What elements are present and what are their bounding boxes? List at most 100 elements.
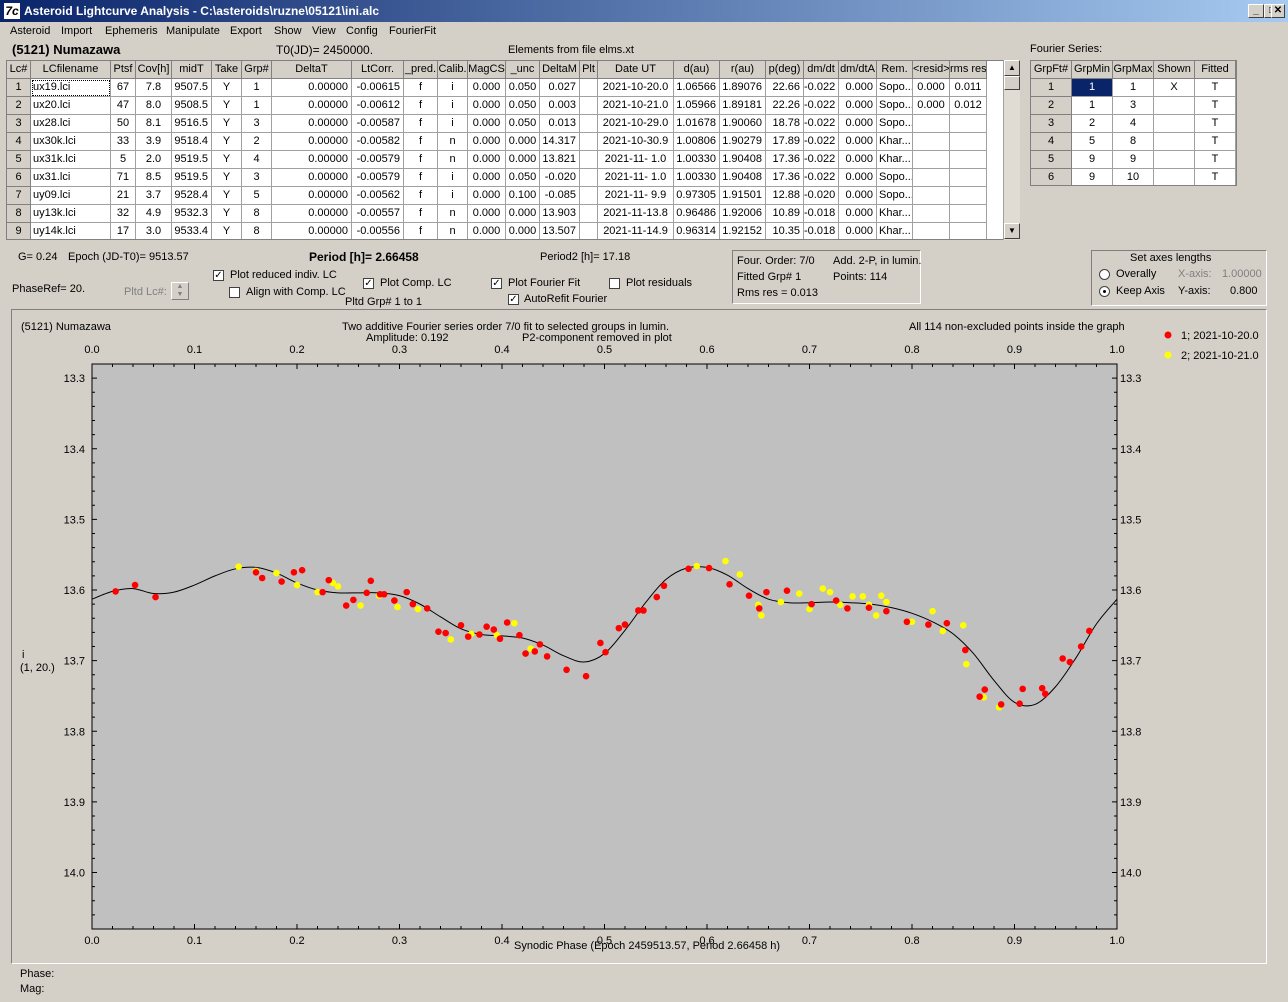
plot-residuals-checkbox[interactable] — [609, 278, 620, 289]
lc-table-cell[interactable]: 0.000 — [506, 205, 540, 223]
lc-table-cell[interactable]: f — [404, 133, 438, 151]
lc-table-cell[interactable]: -0.00582 — [352, 133, 404, 151]
lc-table-cell[interactable]: -0.00612 — [352, 97, 404, 115]
lc-col-header[interactable]: Ptsf — [111, 61, 136, 79]
lc-table-cell[interactable]: ux31k.lci — [31, 151, 111, 169]
fourier-col-header[interactable]: Shown — [1154, 61, 1195, 79]
lc-table-cell[interactable]: 2021-11-14.9 — [598, 223, 674, 239]
lc-row-header[interactable]: 8 — [7, 205, 31, 223]
lightcurve-plot[interactable]: 0.0 0.0 0.1 0.1 0.2 0.2 0.3 0.3 0.4 0.4 0.5 0.5 0.6 0… — [12, 310, 1266, 963]
lc-col-header[interactable]: dm/dt — [804, 61, 839, 79]
lc-table-cell[interactable]: 17 — [111, 223, 136, 239]
lc-table-cell[interactable]: Sopo... — [877, 169, 913, 187]
fourier-table-cell[interactable] — [1154, 97, 1195, 115]
lightcurve-table[interactable]: Lc# LCfilename Ptsf Cov[h] midT Take Grp# Delta… — [6, 60, 1020, 240]
lc-col-header[interactable]: DeltaT — [272, 61, 352, 79]
lc-table-scrollbar[interactable]: ▲ ▼ — [1003, 60, 1020, 240]
lc-table-cell[interactable]: i — [438, 115, 468, 133]
lc-table-cell[interactable]: 2 — [242, 133, 272, 151]
lc-col-header[interactable]: Cov[h] — [136, 61, 172, 79]
lc-table-cell[interactable]: 0.00000 — [272, 115, 352, 133]
lc-col-header[interactable]: midT — [172, 61, 212, 79]
lc-table-cell[interactable]: 0.000 — [839, 79, 877, 97]
lc-table-cell[interactable]: Y — [212, 169, 242, 187]
lc-table-cell[interactable] — [950, 133, 987, 151]
lc-table-cell[interactable]: n — [438, 133, 468, 151]
fourier-table-cell[interactable]: 5 — [1072, 133, 1113, 151]
lc-table-cell[interactable] — [580, 97, 598, 115]
lc-table-cell[interactable]: -0.018 — [804, 223, 839, 239]
lc-table-cell[interactable]: 8.1 — [136, 115, 172, 133]
lc-table-cell[interactable] — [950, 151, 987, 169]
lc-table-cell[interactable]: ux28.lci — [31, 115, 111, 133]
fourier-table-cell[interactable]: T — [1195, 115, 1236, 133]
lc-table-cell[interactable]: 2.0 — [136, 151, 172, 169]
lc-table-cell[interactable]: 0.000 — [468, 97, 506, 115]
menu-fourierfit[interactable]: FourierFit — [389, 25, 437, 37]
lc-table-cell[interactable] — [950, 187, 987, 205]
lc-table-cell[interactable] — [580, 151, 598, 169]
lc-table-cell[interactable]: 0.000 — [468, 115, 506, 133]
lc-table-cell[interactable]: 0.00000 — [272, 187, 352, 205]
lc-table-cell[interactable]: 7.8 — [136, 79, 172, 97]
lc-table-cell[interactable] — [950, 223, 987, 239]
fourier-table-cell[interactable]: T — [1195, 169, 1236, 185]
lc-table-cell[interactable]: 3.9 — [136, 133, 172, 151]
lc-table-cell[interactable]: Y — [212, 205, 242, 223]
lc-table-cell[interactable] — [580, 133, 598, 151]
lc-table-cell[interactable]: uy14k.lci — [31, 223, 111, 239]
lc-col-header[interactable]: r(au) — [720, 61, 766, 79]
lc-table-cell[interactable]: 0.000 — [506, 133, 540, 151]
lc-table-cell[interactable]: 0.011 — [950, 79, 987, 97]
lc-table-cell[interactable]: n — [438, 205, 468, 223]
lc-table-cell[interactable]: 0.000 — [839, 115, 877, 133]
lc-table-cell[interactable]: -0.022 — [804, 151, 839, 169]
lc-table-cell[interactable]: Sopo... — [877, 115, 913, 133]
lc-table-cell[interactable]: 5 — [111, 151, 136, 169]
fourier-table-cell[interactable]: 1 — [1113, 79, 1154, 97]
lc-table-cell[interactable]: 8.5 — [136, 169, 172, 187]
menu-asteroid[interactable]: Asteroid — [10, 25, 51, 37]
fourier-table-cell[interactable] — [1154, 115, 1195, 133]
lc-table-cell[interactable]: 3 — [242, 169, 272, 187]
lc-table-cell[interactable]: ux31.lci — [31, 169, 111, 187]
lc-table-cell[interactable] — [913, 187, 950, 205]
lc-table-cell[interactable]: Khar... — [877, 205, 913, 223]
lc-table-cell[interactable]: 0.000 — [468, 223, 506, 239]
fourier-table-cell[interactable]: 9 — [1072, 169, 1113, 185]
lc-row-header[interactable]: 4 — [7, 133, 31, 151]
lc-table-cell[interactable]: 0.000 — [839, 133, 877, 151]
lc-table-cell[interactable]: 2021-11- 1.0 — [598, 151, 674, 169]
lc-table-cell[interactable]: 1.90408 — [720, 151, 766, 169]
fourier-table-cell[interactable]: 1 — [1072, 79, 1113, 97]
lc-table-cell[interactable] — [913, 115, 950, 133]
lc-table-cell[interactable]: 0.000 — [839, 205, 877, 223]
lc-table-cell[interactable]: Khar... — [877, 223, 913, 239]
lc-col-header[interactable]: _unc — [506, 61, 540, 79]
lc-col-header[interactable]: Rem. — [877, 61, 913, 79]
keep-axis-radio[interactable] — [1099, 286, 1110, 297]
lc-table-cell[interactable]: 2021-10-21.0 — [598, 97, 674, 115]
fourier-table-cell[interactable]: 8 — [1113, 133, 1154, 151]
lc-table-cell[interactable]: 13.507 — [540, 223, 580, 239]
lc-table-cell[interactable]: 0.000 — [506, 151, 540, 169]
plot-panel[interactable]: 0.0 0.0 0.1 0.1 0.2 0.2 0.3 0.3 0.4 0.4 0.5 0.5 0.6 0… — [11, 309, 1267, 964]
lc-table-cell[interactable] — [580, 223, 598, 239]
plot-fourier-checkbox[interactable]: ✓ — [491, 278, 502, 289]
lc-table-cell[interactable]: f — [404, 97, 438, 115]
lc-col-header[interactable]: Date UT — [598, 61, 674, 79]
lc-table-cell[interactable]: f — [404, 187, 438, 205]
lc-table-cell[interactable]: 0.97305 — [674, 187, 720, 205]
lc-table-cell[interactable]: 0.012 — [950, 97, 987, 115]
lc-table-cell[interactable]: -0.00579 — [352, 169, 404, 187]
lc-col-header[interactable]: MagCS — [468, 61, 506, 79]
lc-table-cell[interactable] — [580, 169, 598, 187]
lc-table-cell[interactable]: 9519.5 — [172, 151, 212, 169]
lc-row-header[interactable]: 2 — [7, 97, 31, 115]
lc-col-header[interactable]: Grp# — [242, 61, 272, 79]
lc-col-header[interactable]: LtCorr. — [352, 61, 404, 79]
lc-table-cell[interactable]: 3 — [242, 115, 272, 133]
lc-col-header[interactable]: rms res — [950, 61, 987, 79]
lc-table-cell[interactable]: 0.050 — [506, 97, 540, 115]
lc-table-cell[interactable]: 1.00330 — [674, 169, 720, 187]
